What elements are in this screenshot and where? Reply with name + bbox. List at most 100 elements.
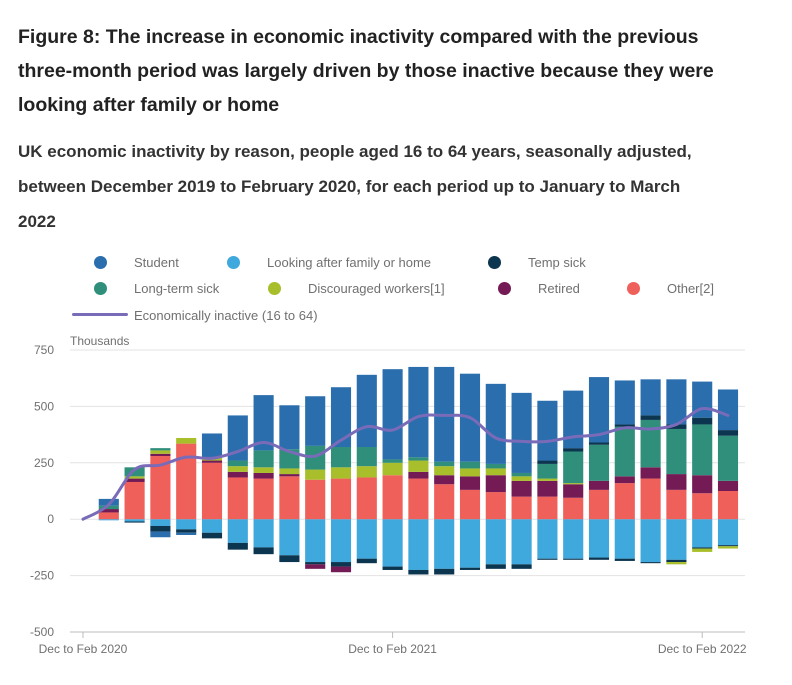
bar-segment-family[interactable]: [640, 519, 661, 563]
bar-segment-longterm[interactable]: [459, 461, 481, 469]
bar-segment-family[interactable]: [201, 519, 223, 533]
bar-segment-discouraged[interactable]: [408, 460, 429, 472]
bar-segment-other[interactable]: [692, 493, 713, 520]
bar-segment-longterm[interactable]: [666, 428, 687, 475]
bar-segment-retired[interactable]: [537, 480, 558, 497]
bar-segment-discouraged[interactable]: [305, 469, 326, 480]
bar-segment-other[interactable]: [305, 479, 326, 520]
bar-segment-discouraged[interactable]: [330, 467, 352, 479]
bar-segment-longterm[interactable]: [124, 467, 145, 477]
bar-segment-discouraged[interactable]: [227, 466, 248, 472]
bar-segment-family[interactable]: [356, 519, 377, 559]
bar-segment-family[interactable]: [176, 519, 197, 530]
bar-segment-temp[interactable]: [227, 542, 248, 550]
legend-label-long-term-sick[interactable]: Long-term sick: [134, 281, 220, 296]
bar-segment-other[interactable]: [201, 462, 223, 520]
bar-segment-temp[interactable]: [124, 521, 145, 523]
bar-segment-longterm[interactable]: [330, 447, 352, 468]
bar-segment-family[interactable]: [485, 519, 506, 565]
bar-segment-retired[interactable]: [511, 480, 532, 497]
bar-segment-family[interactable]: [305, 519, 326, 563]
bar-segment-longterm[interactable]: [640, 419, 661, 468]
bar-segment-retired[interactable]: [640, 467, 661, 479]
bar-segment-longterm[interactable]: [717, 435, 739, 481]
legend-label-temp-sick[interactable]: Temp sick: [528, 255, 586, 270]
bar-segment-retired[interactable]: [717, 480, 739, 491]
bar-segment-longterm[interactable]: [98, 505, 119, 510]
bar-segment-family[interactable]: [98, 519, 119, 521]
bar-segment-longterm[interactable]: [485, 463, 506, 469]
bar-segment-longterm[interactable]: [588, 444, 610, 481]
bar-segment-other[interactable]: [98, 512, 119, 520]
bar-segment-longterm[interactable]: [434, 461, 455, 467]
bar-segment-student[interactable]: [537, 400, 558, 461]
bar-segment-family[interactable]: [434, 519, 455, 569]
bar-segment-temp[interactable]: [485, 564, 506, 569]
bar-segment-temp[interactable]: [563, 448, 584, 452]
bar-segment-family[interactable]: [227, 519, 248, 543]
legend-label-discouraged[interactable]: Discouraged workers[1]: [308, 281, 445, 296]
bar-segment-other[interactable]: [640, 478, 661, 520]
bar-segment-family[interactable]: [124, 519, 145, 522]
bar-segment-other[interactable]: [408, 478, 429, 520]
bar-segment-temp[interactable]: [614, 424, 635, 427]
bar-segment-longterm[interactable]: [511, 472, 532, 477]
bar-segment-temp[interactable]: [563, 558, 584, 560]
bar-segment-temp[interactable]: [408, 569, 429, 575]
bar-segment-student[interactable]: [330, 387, 352, 448]
bar-segment-family[interactable]: [253, 519, 274, 548]
bar-segment-other[interactable]: [588, 489, 610, 520]
bar-segment-student[interactable]: [279, 405, 300, 450]
bar-segment-student[interactable]: [666, 379, 687, 425]
bar-segment-discouraged[interactable]: [124, 476, 145, 479]
bar-segment-retired[interactable]: [227, 471, 248, 478]
bar-segment-student[interactable]: [176, 532, 197, 535]
bar-segment-other[interactable]: [253, 478, 274, 520]
bar-segment-discouraged[interactable]: [434, 466, 455, 476]
bar-segment-family[interactable]: [666, 519, 687, 560]
bar-segment-student[interactable]: [356, 374, 377, 448]
bar-segment-student[interactable]: [511, 392, 532, 473]
bar-segment-retired[interactable]: [253, 472, 274, 479]
bar-segment-retired[interactable]: [201, 460, 223, 463]
bar-segment-discouraged[interactable]: [356, 466, 377, 478]
bar-segment-other[interactable]: [511, 496, 532, 520]
bar-segment-discouraged[interactable]: [459, 468, 481, 477]
bar-segment-retired[interactable]: [305, 564, 326, 569]
bar-segment-longterm[interactable]: [253, 450, 274, 468]
bar-segment-temp[interactable]: [176, 529, 197, 533]
bar-segment-discouraged[interactable]: [150, 450, 171, 454]
bar-segment-retired[interactable]: [666, 474, 687, 490]
bar-segment-temp[interactable]: [588, 557, 610, 560]
bar-segment-student[interactable]: [588, 377, 610, 443]
bar-segment-student[interactable]: [253, 395, 274, 451]
bar-segment-student[interactable]: [717, 389, 739, 431]
bar-segment-discouraged[interactable]: [563, 483, 584, 485]
bar-segment-family[interactable]: [408, 519, 429, 570]
bar-segment-temp[interactable]: [356, 558, 377, 564]
bar-segment-temp[interactable]: [717, 430, 739, 436]
bar-segment-temp[interactable]: [640, 562, 661, 564]
bar-segment-discouraged[interactable]: [279, 468, 300, 475]
bar-segment-discouraged[interactable]: [176, 437, 197, 444]
bar-segment-discouraged[interactable]: [717, 546, 739, 549]
bar-segment-longterm[interactable]: [305, 445, 326, 470]
bar-segment-retired[interactable]: [408, 471, 429, 479]
bar-segment-temp[interactable]: [253, 547, 274, 555]
bar-segment-family[interactable]: [511, 519, 532, 565]
bar-segment-temp[interactable]: [201, 532, 223, 539]
bar-segment-longterm[interactable]: [614, 426, 635, 477]
bar-segment-other[interactable]: [150, 456, 171, 520]
bar-segment-retired[interactable]: [434, 475, 455, 485]
bar-segment-other[interactable]: [563, 497, 584, 520]
bar-segment-other[interactable]: [279, 476, 300, 520]
bar-segment-longterm[interactable]: [227, 460, 248, 467]
bar-segment-retired[interactable]: [459, 476, 481, 490]
bar-segment-family[interactable]: [330, 519, 352, 563]
bar-segment-retired[interactable]: [124, 478, 145, 482]
bar-segment-retired[interactable]: [614, 476, 635, 484]
bar-segment-temp[interactable]: [666, 424, 687, 429]
bar-segment-other[interactable]: [356, 477, 377, 520]
bar-segment-other[interactable]: [485, 492, 506, 520]
bar-segment-temp[interactable]: [537, 460, 558, 464]
